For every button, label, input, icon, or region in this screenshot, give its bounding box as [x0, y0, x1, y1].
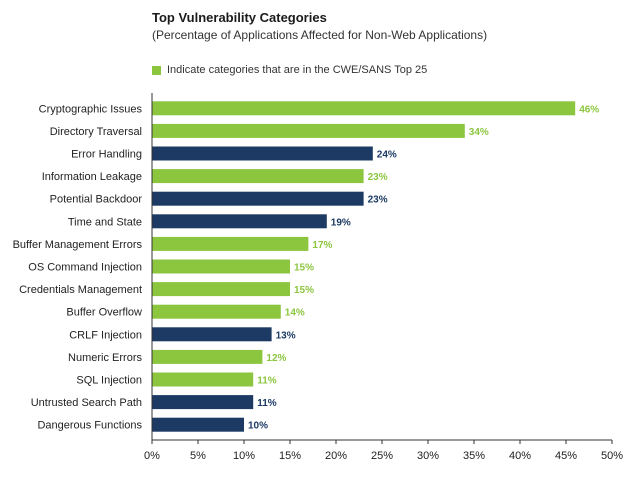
- bar: [152, 372, 254, 387]
- category-label: CRLF Injection: [69, 329, 142, 341]
- bar: [152, 304, 281, 319]
- x-tick-label: 40%: [509, 450, 531, 462]
- value-label: 24%: [377, 150, 397, 161]
- category-label: Directory Traversal: [50, 126, 142, 138]
- value-label: 12%: [266, 353, 286, 364]
- category-label: Credentials Management: [19, 284, 142, 296]
- legend-label: Indicate categories that are in the CWE/…: [167, 64, 428, 76]
- x-tick-label: 15%: [279, 450, 301, 462]
- bar: [152, 349, 263, 364]
- value-label: 11%: [257, 376, 277, 387]
- value-label: 14%: [285, 308, 305, 319]
- value-label: 34%: [469, 127, 489, 138]
- value-label: 10%: [248, 421, 268, 432]
- x-tick-label: 0%: [144, 450, 160, 462]
- x-tick-label: 30%: [417, 450, 439, 462]
- bar: [152, 327, 272, 342]
- x-tick-label: 5%: [190, 450, 206, 462]
- bar: [152, 395, 254, 410]
- value-label: 23%: [368, 172, 388, 183]
- x-tick-label: 10%: [233, 450, 255, 462]
- value-label: 46%: [579, 104, 599, 115]
- legend-swatch: [152, 65, 161, 75]
- x-tick-label: 45%: [555, 450, 577, 462]
- value-label: 15%: [294, 263, 314, 274]
- value-label: 13%: [276, 330, 296, 341]
- value-label: 19%: [331, 217, 351, 228]
- category-label: Buffer Overflow: [66, 307, 142, 319]
- x-tick-label: 25%: [371, 450, 393, 462]
- bar: [152, 123, 465, 138]
- legend: Indicate categories that are in the CWE/…: [152, 64, 427, 76]
- category-label: Cryptographic Issues: [39, 103, 143, 115]
- category-label: Buffer Management Errors: [13, 239, 143, 251]
- bar: [152, 214, 327, 229]
- category-label: Error Handling: [71, 149, 142, 161]
- bar: [152, 191, 364, 206]
- category-label: Potential Backdoor: [50, 194, 143, 206]
- bar: [152, 282, 290, 297]
- value-label: 23%: [368, 195, 388, 206]
- category-label: Dangerous Functions: [37, 420, 142, 432]
- bar: [152, 146, 373, 161]
- x-tick-label: 35%: [463, 450, 485, 462]
- value-label: 11%: [257, 398, 277, 409]
- category-label: Time and State: [68, 216, 142, 228]
- chart-subtitle: (Percentage of Applications Affected for…: [152, 28, 488, 42]
- chart-title: Top Vulnerability Categories: [152, 10, 327, 25]
- x-tick-label: 20%: [325, 450, 347, 462]
- bar: [152, 236, 309, 251]
- bar: [152, 417, 244, 432]
- category-label: Numeric Errors: [68, 352, 142, 364]
- bar: [152, 101, 576, 116]
- bar: [152, 169, 364, 184]
- category-label: OS Command Injection: [28, 262, 142, 274]
- bar: [152, 259, 290, 274]
- x-tick-label: 50%: [601, 450, 623, 462]
- category-label: Untrusted Search Path: [31, 397, 142, 409]
- value-label: 15%: [294, 285, 314, 296]
- value-label: 17%: [312, 240, 332, 251]
- category-label: Information Leakage: [42, 171, 142, 183]
- category-label: SQL Injection: [76, 375, 142, 387]
